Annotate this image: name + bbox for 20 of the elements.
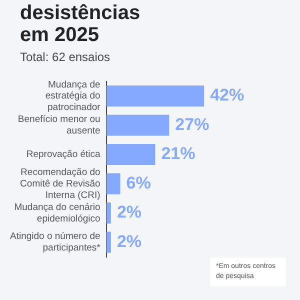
bar (106, 232, 111, 253)
data-label: 6% (126, 173, 151, 192)
chart-title: desistências em 2025 (20, 2, 142, 46)
y-tick-label: Benefício menor ou ausente (18, 114, 100, 137)
data-label: 2% (116, 232, 142, 251)
bar (106, 144, 156, 166)
bar (106, 173, 120, 194)
data-label: 2% (116, 202, 142, 222)
y-tick-label: Mudança do cenário epidemiológico (14, 202, 100, 224)
data-label: 21% (161, 144, 196, 164)
data-label: 27% (175, 114, 210, 134)
bar (106, 85, 204, 107)
data-label: 42% (210, 86, 244, 105)
chart-subtitle: Total: 62 ensaios (20, 50, 110, 64)
y-tick-label: Mudança de estratégia do patrocinador (45, 79, 100, 114)
bar (106, 202, 111, 224)
y-tick-label: Recomendação do Comitê de Revisão Interna (CRI) (20, 167, 100, 201)
bar (106, 114, 170, 136)
y-tick-label: Atingido o número de participantes* (10, 231, 101, 254)
y-tick-label: Reprovação ética (26, 149, 102, 160)
